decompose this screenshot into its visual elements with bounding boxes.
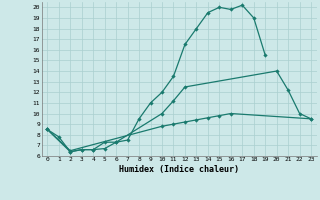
X-axis label: Humidex (Indice chaleur): Humidex (Indice chaleur) — [119, 165, 239, 174]
